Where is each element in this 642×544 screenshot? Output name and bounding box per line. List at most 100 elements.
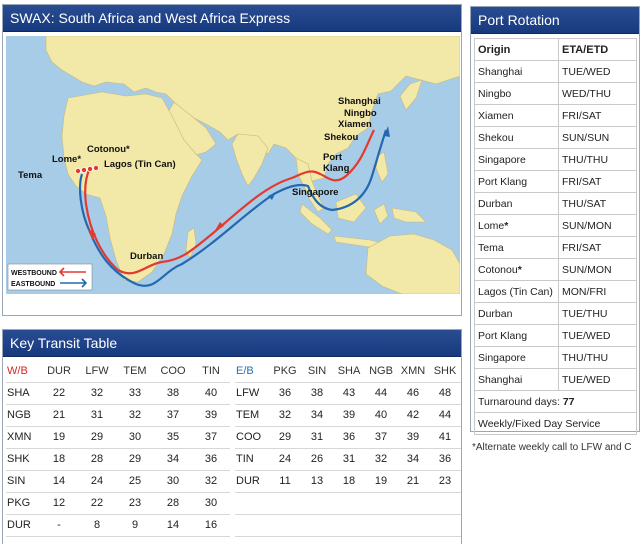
rotation-eta: TUE/WED: [558, 60, 637, 83]
westbound-route: [84, 129, 375, 275]
rotation-origin: Ningbo: [474, 82, 559, 105]
route-legend: WESTBOUND EASTBOUND: [7, 263, 93, 291]
rotation-header-origin: Origin: [474, 38, 559, 61]
rotation-row: Lagos (Tin Can) MON/FRI: [474, 280, 637, 303]
eb-header-row: E/B PKG SIN SHA NGB XMN SHK: [235, 360, 461, 383]
eb-row: COO 29 31 36 37 39 41: [235, 426, 461, 449]
rotation-origin: Tema: [474, 236, 559, 259]
rotation-origin-label: Shanghai: [478, 373, 523, 386]
rotation-origin-label: Shekou: [478, 131, 514, 144]
rotation-row: Singapore THU/THU: [474, 148, 637, 171]
rotation-eta: MON/FRI: [558, 280, 637, 303]
eb-row: DUR 11 13 18 19 21 23: [235, 470, 461, 493]
rotation-row: Shanghai TUE/WED: [474, 60, 637, 83]
rotation-origin: Durban: [474, 302, 559, 325]
eb-cell: [429, 514, 461, 537]
wb-cell: 22: [78, 492, 116, 515]
service-note: Weekly/Fixed Day Service: [474, 412, 637, 435]
transit-panel: Key Transit Table W/B DUR LFW TEM COO TIN SHA 2…: [2, 329, 462, 544]
rotation-origin: Lome*: [474, 214, 559, 237]
turnaround-row: Turnaround days: 77: [474, 390, 637, 413]
wb-cell: 37: [192, 426, 230, 449]
eb-cell: 13: [301, 470, 333, 493]
wb-cell: 38: [154, 382, 192, 405]
rotation-row: Shekou SUN/SUN: [474, 126, 637, 149]
rotation-row: Ningbo WED/THU: [474, 82, 637, 105]
eb-cell: 48: [429, 382, 461, 405]
westbound-arrow-1: [214, 222, 224, 232]
label-xiamen: Xiamen: [338, 119, 372, 130]
westbound-arrow-2: [88, 228, 96, 240]
rotation-eta: FRI/SAT: [558, 104, 637, 127]
eb-header-0: E/B: [235, 360, 269, 383]
rotation-eta: THU/SAT: [558, 192, 637, 215]
eb-cell: 32: [365, 448, 397, 471]
eb-header-2: SIN: [301, 360, 333, 383]
eb-cell: LFW: [235, 382, 269, 405]
eb-header-3: SHA: [333, 360, 365, 383]
wb-row: NGB 21 31 32 37 39: [6, 404, 230, 427]
label-shanghai: Shanghai: [338, 96, 381, 107]
eastbound-transit-table: E/B PKG SIN SHA NGB XMN SHK LFW 36 38 43 44 46 48 TEM 3…: [235, 360, 461, 537]
rotation-origin-label: Port Klang: [478, 175, 528, 188]
alternate-call-footnote: *Alternate weekly call to LFW and C: [472, 442, 632, 453]
wb-cell: 19: [40, 426, 78, 449]
wb-cell: 22: [40, 382, 78, 405]
eb-header-5: XMN: [397, 360, 429, 383]
rotation-row: Port Klang TUE/WED: [474, 324, 637, 347]
wb-cell: 24: [78, 470, 116, 493]
label-durban: Durban: [130, 251, 163, 262]
rotation-origin-label: Ningbo: [478, 87, 512, 100]
rotation-origin: Shanghai: [474, 368, 559, 391]
rotation-row: Port Klang FRI/SAT: [474, 170, 637, 193]
legend-eastbound-arrow: [60, 278, 88, 288]
label-lagos: Lagos (Tin Can): [104, 159, 176, 170]
rotation-origin: Port Klang: [474, 324, 559, 347]
eb-cell: 36: [333, 426, 365, 449]
wb-header-0: W/B: [6, 360, 40, 383]
westbound-transit-table: W/B DUR LFW TEM COO TIN SHA 22 32 33 38 40 NGB 21 31 32…: [6, 360, 230, 537]
eb-cell: 44: [429, 404, 461, 427]
rotation-row: Xiamen FRI/SAT: [474, 104, 637, 127]
rotation-origin: Port Klang: [474, 170, 559, 193]
eb-cell: 18: [333, 470, 365, 493]
turnaround-cell: Turnaround days: 77: [474, 390, 637, 413]
wb-cell: 30: [192, 492, 230, 515]
wb-cell: 32: [116, 404, 154, 427]
rotation-eta: FRI/SAT: [558, 236, 637, 259]
wb-cell: 23: [116, 492, 154, 515]
label-klang: Klang: [323, 163, 350, 174]
eb-header-4: NGB: [365, 360, 397, 383]
eb-cell: 44: [365, 382, 397, 405]
rotation-eta: SUN/SUN: [558, 126, 637, 149]
rotation-eta: SUN/MON: [558, 258, 637, 281]
eb-cell: 36: [269, 382, 301, 405]
port-marker-tema: [75, 167, 82, 174]
rotation-origin-label: Singapore: [478, 153, 526, 166]
wb-cell: 39: [192, 404, 230, 427]
wb-row: SHK 18 28 29 34 36: [6, 448, 230, 471]
rotation-row: Lome* SUN/MON: [474, 214, 637, 237]
rotation-header-row: Origin ETA/ETD: [474, 38, 637, 61]
legend-box: [7, 263, 93, 291]
wb-cell: 32: [78, 382, 116, 405]
rotation-origin: Durban: [474, 192, 559, 215]
port-marker-lome: [81, 166, 88, 173]
wb-cell: 30: [116, 426, 154, 449]
eb-cell: 29: [269, 426, 301, 449]
eb-row: [235, 492, 461, 515]
rotation-origin-label: Xiamen: [478, 109, 514, 122]
wb-row: SHA 22 32 33 38 40: [6, 382, 230, 405]
eb-cell: 37: [365, 426, 397, 449]
wb-cell: XMN: [6, 426, 40, 449]
eb-cell: 34: [397, 448, 429, 471]
rotation-origin-label: Durban: [478, 197, 513, 210]
wb-cell: 36: [192, 448, 230, 471]
eb-cell: 31: [333, 448, 365, 471]
wb-cell: SIN: [6, 470, 40, 493]
rotation-eta: FRI/SAT: [558, 170, 637, 193]
eb-cell: TEM: [235, 404, 269, 427]
wb-row: DUR -8 9 14 16: [6, 514, 230, 537]
wb-cell: 14: [154, 514, 192, 537]
map-panel: SWAX: South Africa and West Africa Expre…: [2, 4, 462, 316]
